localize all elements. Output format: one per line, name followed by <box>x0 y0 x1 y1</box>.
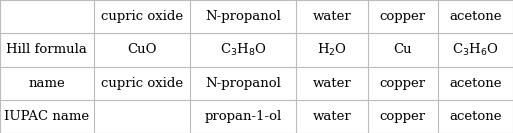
Text: copper: copper <box>380 77 426 90</box>
Text: cupric oxide: cupric oxide <box>101 10 183 23</box>
Text: N-propanol: N-propanol <box>205 77 281 90</box>
Text: C$_3$H$_8$O: C$_3$H$_8$O <box>220 42 266 58</box>
Text: copper: copper <box>380 110 426 123</box>
Text: water: water <box>312 110 351 123</box>
Text: water: water <box>312 10 351 23</box>
Text: N-propanol: N-propanol <box>205 10 281 23</box>
Text: Hill formula: Hill formula <box>6 43 87 56</box>
Text: Cu: Cu <box>393 43 412 56</box>
Text: CuO: CuO <box>127 43 156 56</box>
Text: cupric oxide: cupric oxide <box>101 77 183 90</box>
Text: C$_3$H$_6$O: C$_3$H$_6$O <box>452 42 499 58</box>
Text: water: water <box>312 77 351 90</box>
Text: H$_2$O: H$_2$O <box>317 42 347 58</box>
Text: acetone: acetone <box>449 77 502 90</box>
Text: name: name <box>28 77 65 90</box>
Text: acetone: acetone <box>449 10 502 23</box>
Text: propan-1-ol: propan-1-ol <box>204 110 282 123</box>
Text: copper: copper <box>380 10 426 23</box>
Text: acetone: acetone <box>449 110 502 123</box>
Text: IUPAC name: IUPAC name <box>4 110 89 123</box>
